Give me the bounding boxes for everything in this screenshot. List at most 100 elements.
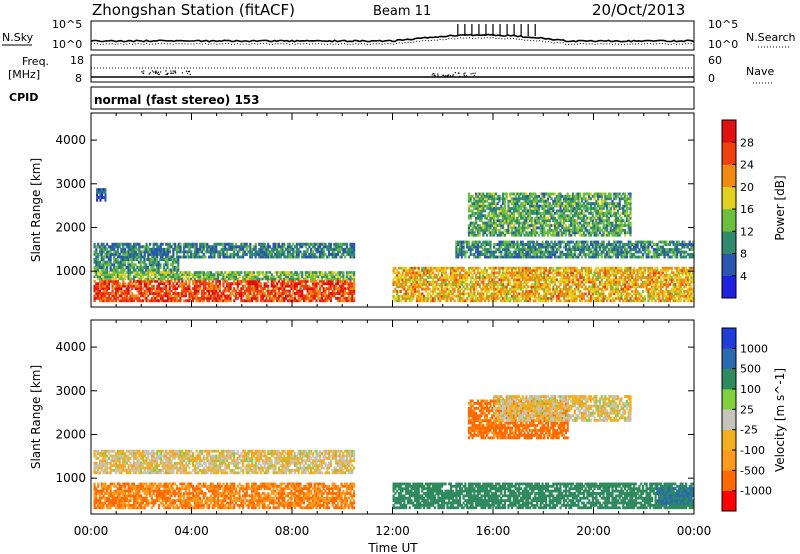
freq-dot <box>153 71 155 73</box>
power-echoes <box>93 188 694 303</box>
power-colorbar-segment <box>722 209 736 232</box>
freq-dot <box>459 75 461 77</box>
nsky-label: N.Sky <box>2 31 34 44</box>
cpid-strip: CPID normal (fast stereo) 153 <box>9 86 695 110</box>
x-tick-label: 00:00 <box>677 524 712 538</box>
freq-dot <box>458 72 460 75</box>
freq-dot <box>158 73 160 75</box>
freq-dot <box>181 72 184 74</box>
freq-dots <box>141 70 476 77</box>
freq-dot <box>165 70 167 72</box>
x-tick-label: 04:00 <box>174 524 209 538</box>
freq-dot <box>454 72 456 74</box>
cpid-label: CPID <box>9 91 38 104</box>
freq-dot <box>470 73 472 75</box>
power-colorbar-segment <box>722 164 736 188</box>
freq-dot <box>154 72 157 74</box>
freq-dot <box>473 74 475 77</box>
velocity-colorbar-tick-label: -100 <box>740 444 765 457</box>
x-tick-label: 12:00 <box>375 524 410 538</box>
velocity-axes: 1000 2000 3000 4000 <box>55 320 695 514</box>
power-colorbar-label: Power [dB] <box>773 175 787 240</box>
noise-right-tick-top: 10^5 <box>708 18 738 31</box>
velocity-echo-region <box>656 486 694 505</box>
freq-dot <box>141 71 143 73</box>
freq-dot <box>172 70 174 72</box>
velocity-colorbar-label: Velocity [m s^-1] <box>773 368 787 472</box>
nave-tick-bottom: 0 <box>708 72 715 85</box>
freq-tick-top: 18 <box>70 54 84 67</box>
power-ylabel: Slant Range [km] <box>29 158 43 262</box>
x-tick-label: 08:00 <box>275 524 310 538</box>
power-colorbar-tick-label: 16 <box>740 203 754 216</box>
freq-dot <box>172 72 174 74</box>
freq-dot <box>157 71 159 73</box>
freq-dot <box>171 72 173 74</box>
y-tick-label: 4000 <box>55 133 86 147</box>
freq-label-1: Freq. <box>22 55 49 68</box>
freq-dot <box>142 72 145 74</box>
cpid-value: normal (fast stereo) 153 <box>94 93 260 107</box>
freq-dot <box>433 73 435 75</box>
time-axis: 00:00 04:00 08:00 12:00 16:00 20:00 00:00 <box>74 524 712 538</box>
y-tick-label: 1000 <box>55 471 86 485</box>
velocity-colorbar-tick-label: -25 <box>740 424 758 437</box>
power-colorbar-segment <box>722 120 736 143</box>
x-tick-label: 20:00 <box>576 524 611 538</box>
power-colorbar-tick-label: 20 <box>740 181 754 194</box>
velocity-colorbar-segment <box>722 409 736 430</box>
velocity-colorbar-segment <box>722 490 736 512</box>
freq-dot <box>186 72 189 75</box>
noise-spikes <box>457 24 536 36</box>
freq-dot <box>463 73 465 75</box>
freq-dot <box>174 71 176 73</box>
beam-label: Beam 11 <box>373 4 431 19</box>
velocity-colorbar-tick-label: 25 <box>740 403 754 416</box>
freq-dot <box>159 71 162 73</box>
noise-strip: N.Sky N.Search 10^5 10^0 10^5 10^0 <box>2 18 796 51</box>
velocity-colorbar-tick-label: -500 <box>740 464 765 477</box>
power-colorbar: 4 8 12 16 20 24 28 <box>721 119 754 299</box>
freq-dot <box>166 73 168 75</box>
velocity-colorbar-tick-label: 100 <box>740 383 761 396</box>
power-colorbar-tick-label: 28 <box>740 136 754 149</box>
freq-dot <box>151 70 154 72</box>
power-echo-region <box>93 279 356 303</box>
y-tick-label: 1000 <box>55 264 86 278</box>
power-panel: 1000 2000 3000 4000 Slant Range [km] <box>29 112 695 308</box>
freq-dot <box>157 73 159 75</box>
freq-dot <box>442 74 444 76</box>
freq-dot <box>185 70 188 72</box>
nave-label: Nave <box>746 65 774 78</box>
time-axis-label: Time UT <box>367 541 418 554</box>
power-echo-region <box>93 271 356 281</box>
freq-dot <box>472 72 474 75</box>
power-echo-region <box>93 258 180 272</box>
velocity-echoes <box>93 395 694 510</box>
velocity-echo-region <box>493 395 632 422</box>
velocity-colorbar-tick-label: 500 <box>740 363 761 376</box>
freq-dot <box>143 70 145 72</box>
freq-dot <box>449 75 451 77</box>
y-tick-label: 3000 <box>55 384 86 398</box>
velocity-colorbar-segment <box>722 429 736 451</box>
y-tick-label: 2000 <box>55 220 86 234</box>
y-tick-label: 3000 <box>55 177 86 191</box>
freq-dot <box>155 71 157 73</box>
velocity-colorbar-segment <box>722 328 736 349</box>
velocity-panel: 1000 2000 3000 4000 Slant Range [km] <box>29 319 695 515</box>
power-axes: 1000 2000 3000 4000 <box>55 113 695 307</box>
power-colorbar-segment <box>722 253 736 277</box>
freq-dot <box>437 73 439 75</box>
velocity-echo-region <box>93 482 356 510</box>
freq-dot <box>149 72 151 74</box>
freq-dot <box>170 72 172 74</box>
velocity-colorbar-frame <box>721 327 737 512</box>
velocity-colorbar-segment <box>722 348 736 369</box>
velocity-colorbar: 1000 500 100 25 -25 -100 -500 -1000 <box>721 327 772 512</box>
power-colorbar-tick-label: 24 <box>740 159 754 172</box>
power-echo-region <box>96 188 107 202</box>
noise-left-tick-bottom: 10^0 <box>52 38 82 51</box>
power-colorbar-segment <box>722 186 736 210</box>
nsky-trace <box>90 33 695 43</box>
